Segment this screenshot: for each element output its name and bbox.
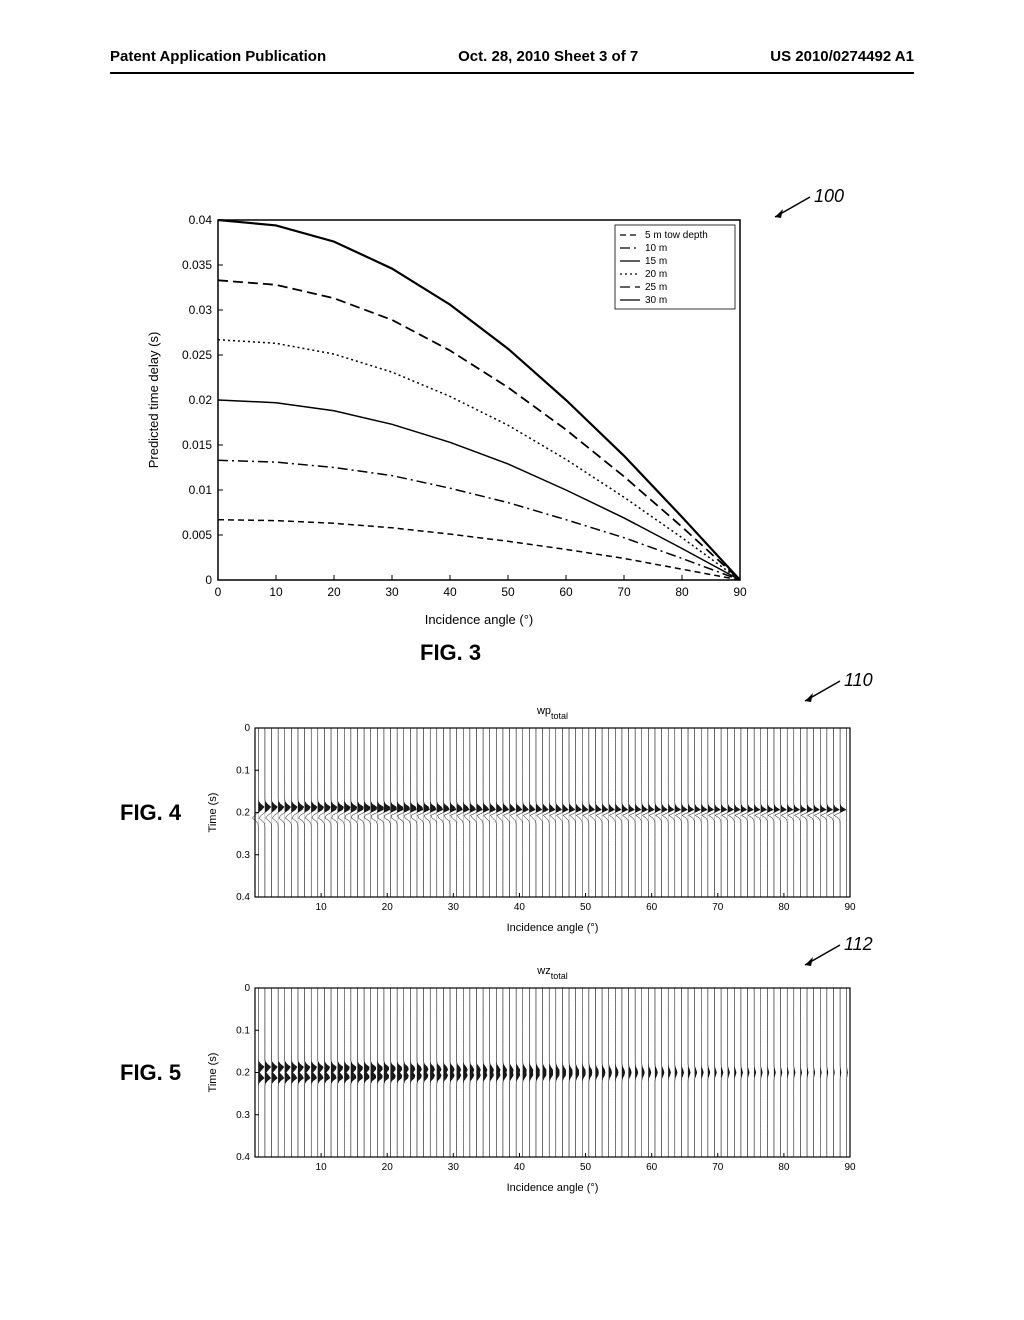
svg-text:0: 0 bbox=[205, 573, 212, 587]
svg-text:40: 40 bbox=[443, 585, 457, 599]
svg-text:30: 30 bbox=[385, 585, 399, 599]
svg-text:60: 60 bbox=[559, 585, 573, 599]
svg-text:Incidence angle (°): Incidence angle (°) bbox=[507, 1182, 599, 1194]
fig5-label: FIG. 5 bbox=[120, 1060, 181, 1086]
fig5-chart: wztotal 10 20 30 40 50 60 70 80 90 0 0.1 0.2 0.3 0.4 In… bbox=[200, 960, 860, 1195]
svg-text:60: 60 bbox=[646, 902, 658, 913]
svg-text:20 m: 20 m bbox=[645, 269, 667, 280]
svg-text:20: 20 bbox=[382, 902, 394, 913]
svg-text:40: 40 bbox=[514, 902, 526, 913]
svg-text:0.005: 0.005 bbox=[182, 528, 212, 542]
svg-text:Time (s): Time (s) bbox=[207, 793, 219, 833]
svg-text:20: 20 bbox=[382, 1162, 394, 1173]
svg-text:wptotal: wptotal bbox=[536, 705, 568, 721]
svg-text:50: 50 bbox=[580, 1162, 592, 1173]
svg-text:80: 80 bbox=[778, 902, 790, 913]
svg-text:90: 90 bbox=[844, 902, 856, 913]
fig3-chart: 0 10 20 30 40 50 60 70 80 90 0 0.005 0.01 0.015 0.02 0.… bbox=[140, 210, 760, 630]
svg-text:30: 30 bbox=[448, 902, 460, 913]
svg-text:Time (s): Time (s) bbox=[207, 1053, 219, 1093]
svg-text:20: 20 bbox=[327, 585, 341, 599]
fig3-callout: 100 bbox=[770, 192, 830, 227]
svg-text:0.3: 0.3 bbox=[236, 1110, 250, 1121]
svg-text:0.025: 0.025 bbox=[182, 348, 212, 362]
svg-text:80: 80 bbox=[675, 585, 689, 599]
svg-text:0: 0 bbox=[215, 585, 222, 599]
svg-text:0.2: 0.2 bbox=[236, 1068, 250, 1079]
svg-text:50: 50 bbox=[501, 585, 515, 599]
svg-text:0: 0 bbox=[244, 723, 250, 734]
svg-text:Incidence angle (°): Incidence angle (°) bbox=[425, 612, 534, 627]
svg-text:Incidence angle (°): Incidence angle (°) bbox=[507, 922, 599, 934]
svg-text:0.1: 0.1 bbox=[236, 765, 250, 776]
svg-text:Predicted time delay (s): Predicted time delay (s) bbox=[146, 332, 161, 469]
svg-text:0.01: 0.01 bbox=[189, 483, 213, 497]
fig4-svg: wptotal 10 20 30 40 50 60 70 80 90 0 0.1 0.2 0.3 0.4 In… bbox=[200, 700, 860, 935]
header-rule bbox=[110, 72, 914, 74]
svg-text:90: 90 bbox=[733, 585, 747, 599]
fig3-svg: 0 10 20 30 40 50 60 70 80 90 0 0.005 0.01 0.015 0.02 0.… bbox=[140, 210, 760, 630]
svg-text:70: 70 bbox=[617, 585, 631, 599]
svg-text:50: 50 bbox=[580, 902, 592, 913]
svg-text:10: 10 bbox=[316, 1162, 328, 1173]
header-left: Patent Application Publication bbox=[110, 48, 326, 65]
svg-text:5 m tow depth: 5 m tow depth bbox=[645, 230, 708, 241]
svg-text:10: 10 bbox=[269, 585, 283, 599]
svg-text:15 m: 15 m bbox=[645, 256, 667, 267]
svg-text:0.02: 0.02 bbox=[189, 393, 213, 407]
fig4-label: FIG. 4 bbox=[120, 800, 181, 826]
svg-text:0.04: 0.04 bbox=[189, 213, 213, 227]
header-center: Oct. 28, 2010 Sheet 3 of 7 bbox=[458, 48, 638, 65]
header-right: US 2010/0274492 A1 bbox=[770, 48, 914, 65]
svg-text:80: 80 bbox=[778, 1162, 790, 1173]
svg-text:30 m: 30 m bbox=[645, 295, 667, 306]
svg-text:0.015: 0.015 bbox=[182, 438, 212, 452]
svg-text:0: 0 bbox=[244, 983, 250, 994]
svg-text:0.4: 0.4 bbox=[236, 1152, 250, 1163]
svg-text:90: 90 bbox=[844, 1162, 856, 1173]
svg-text:30: 30 bbox=[448, 1162, 460, 1173]
fig3-label: FIG. 3 bbox=[420, 640, 481, 666]
svg-text:10 m: 10 m bbox=[645, 243, 667, 254]
svg-text:60: 60 bbox=[646, 1162, 658, 1173]
svg-text:70: 70 bbox=[712, 902, 724, 913]
svg-text:25 m: 25 m bbox=[645, 282, 667, 293]
svg-text:0.1: 0.1 bbox=[236, 1025, 250, 1036]
page-header: Patent Application Publication Oct. 28, … bbox=[0, 48, 1024, 65]
svg-text:0.2: 0.2 bbox=[236, 808, 250, 819]
svg-text:0.4: 0.4 bbox=[236, 892, 250, 903]
svg-text:0.035: 0.035 bbox=[182, 258, 212, 272]
svg-text:70: 70 bbox=[712, 1162, 724, 1173]
svg-text:0.3: 0.3 bbox=[236, 850, 250, 861]
fig4-chart: wptotal 10 20 30 40 50 60 70 80 90 0 0.1 0.2 0.3 0.4 In… bbox=[200, 700, 860, 935]
fig5-svg: wztotal 10 20 30 40 50 60 70 80 90 0 0.1 0.2 0.3 0.4 In… bbox=[200, 960, 860, 1195]
svg-text:40: 40 bbox=[514, 1162, 526, 1173]
svg-text:10: 10 bbox=[316, 902, 328, 913]
svg-text:0.03: 0.03 bbox=[189, 303, 213, 317]
svg-text:wztotal: wztotal bbox=[536, 965, 567, 981]
